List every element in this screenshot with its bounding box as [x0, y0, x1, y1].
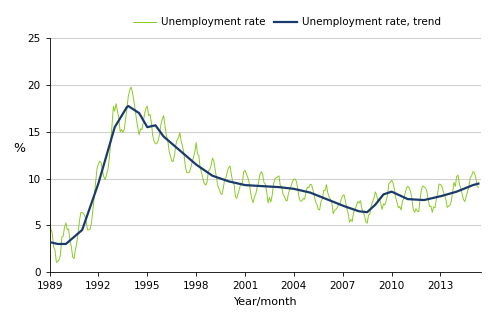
- X-axis label: Year/month: Year/month: [234, 297, 297, 307]
- Y-axis label: %: %: [13, 142, 25, 155]
- Legend: Unemployment rate, Unemployment rate, trend: Unemployment rate, Unemployment rate, tr…: [129, 13, 445, 32]
